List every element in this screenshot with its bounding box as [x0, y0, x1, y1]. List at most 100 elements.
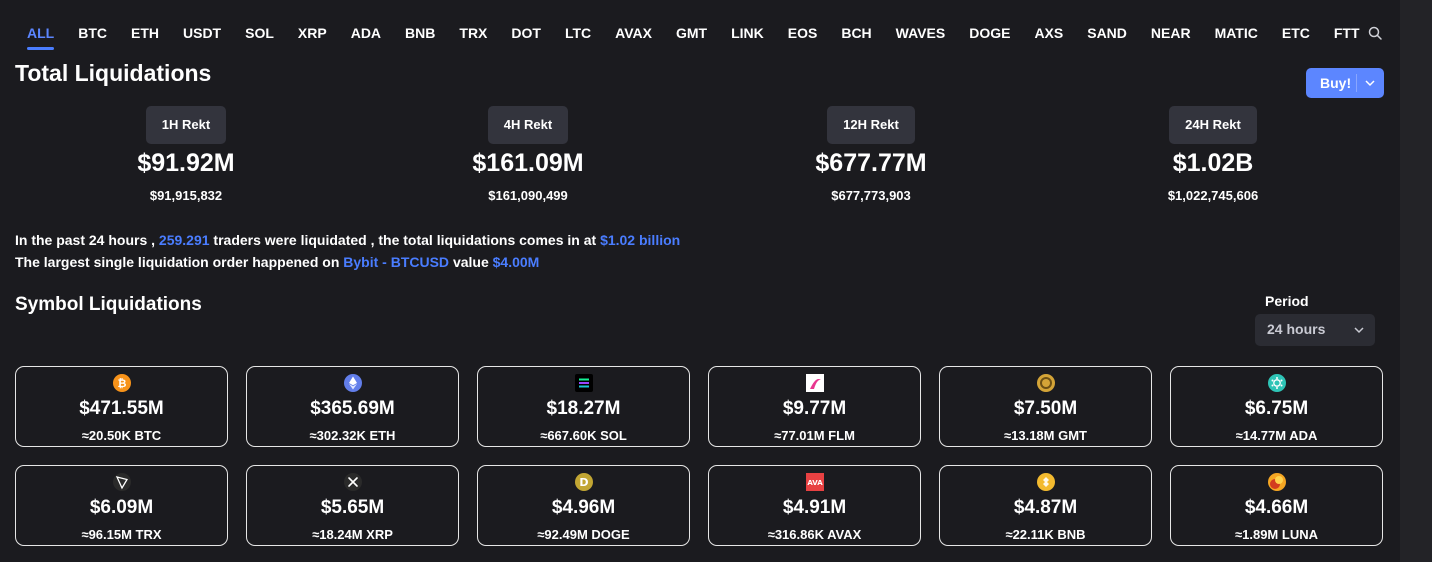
symbol-quantity: ≈22.11K BNB — [1005, 527, 1086, 542]
coin-tabs: ALL BTC ETH USDT SOL XRP ADA BNB TRX DOT LTC AVAX GM… — [15, 18, 1372, 50]
symbol-liquidations-title: Symbol Liquidations — [15, 294, 202, 315]
search-icon[interactable] — [1366, 24, 1386, 44]
symbol-amount: $6.75M — [1244, 398, 1309, 419]
traders-count[interactable]: 259.291 — [158, 232, 210, 248]
symbol-card-xrp[interactable]: $5.65M ≈18.24M XRP — [246, 465, 459, 546]
tab-usdt[interactable]: USDT — [183, 25, 222, 41]
symbol-card-bnb[interactable]: $4.87M ≈22.11K BNB — [939, 465, 1152, 546]
svg-text:₿: ₿ — [118, 377, 127, 390]
tab-matic[interactable]: MATIC — [1214, 25, 1258, 41]
tab-eos[interactable]: EOS — [787, 25, 818, 41]
symbol-card-sol[interactable]: $18.27M ≈667.60K SOL — [477, 366, 690, 447]
largest-order-value[interactable]: $4.00M — [492, 254, 540, 270]
symbol-quantity: ≈96.15M TRX — [81, 527, 162, 542]
symbol-card-eth[interactable]: $365.69M ≈302.32K ETH — [246, 366, 459, 447]
tab-gmt[interactable]: GMT — [675, 25, 708, 41]
symbol-quantity: ≈13.18M GMT — [1004, 428, 1087, 443]
symbol-card-ada[interactable]: $6.75M ≈14.77M ADA — [1170, 366, 1383, 447]
period-label: Period — [1265, 293, 1309, 309]
tab-xrp[interactable]: XRP — [297, 25, 327, 41]
tab-bnb[interactable]: BNB — [405, 25, 436, 41]
doge-icon: D — [575, 473, 593, 491]
symbol-card-trx[interactable]: $6.09M ≈96.15M TRX — [15, 465, 228, 546]
symbol-amount: $4.66M — [1244, 497, 1309, 518]
tab-trx[interactable]: TRX — [459, 25, 488, 41]
symbol-quantity: ≈302.32K ETH — [309, 428, 396, 443]
symbol-amount: $6.09M — [89, 497, 154, 518]
symbol-quantity: ≈667.60K SOL — [540, 428, 627, 443]
total-liquidation-value[interactable]: $1.02 billion — [600, 232, 681, 248]
rekt-12h-exact: $677,773,903 — [831, 188, 911, 203]
trx-icon — [113, 473, 131, 491]
symbol-amount: $5.65M — [320, 497, 385, 518]
rekt-4h-amount: $161.09M — [472, 149, 584, 177]
symbol-card-doge[interactable]: D $4.96M ≈92.49M DOGE — [477, 465, 690, 546]
page-title: Total Liquidations — [15, 60, 212, 86]
symbol-card-gmt[interactable]: $7.50M ≈13.18M GMT — [939, 366, 1152, 447]
rekt-24h-amount: $1.02B — [1172, 149, 1254, 177]
svg-text:AVA: AVA — [807, 479, 823, 487]
symbol-card-luna[interactable]: $4.66M ≈1.89M LUNA — [1170, 465, 1383, 546]
tab-dot[interactable]: DOT — [511, 25, 541, 41]
symbol-quantity: ≈77.01M FLM — [774, 428, 855, 443]
symbol-quantity: ≈14.77M ADA — [1235, 428, 1318, 443]
symbol-amount: $4.87M — [1013, 497, 1078, 518]
tab-link[interactable]: LINK — [731, 25, 764, 41]
rekt-12h: 12H Rekt $677.77M $677,773,903 — [761, 106, 981, 203]
rekt-12h-label: 12H Rekt — [827, 106, 915, 144]
rekt-1h: 1H Rekt $91.92M $91,915,832 — [76, 106, 296, 203]
tab-doge[interactable]: DOGE — [969, 25, 1011, 41]
liquidation-summary: In the past 24 hours , 259.291 traders w… — [15, 229, 680, 273]
tab-near[interactable]: NEAR — [1150, 25, 1191, 41]
period-select[interactable]: 24 hours — [1255, 314, 1375, 346]
symbol-amount: $7.50M — [1013, 398, 1078, 419]
symbol-quantity: ≈92.49M DOGE — [537, 527, 630, 542]
tab-ltc[interactable]: LTC — [564, 25, 592, 41]
eth-icon — [344, 374, 362, 392]
tab-all[interactable]: ALL — [15, 18, 66, 50]
symbol-amount: $471.55M — [79, 398, 164, 419]
tab-axs[interactable]: AXS — [1034, 25, 1064, 41]
symbol-quantity: ≈1.89M LUNA — [1235, 527, 1318, 542]
rekt-4h-exact: $161,090,499 — [488, 188, 568, 203]
tab-sol[interactable]: SOL — [245, 25, 274, 41]
symbol-card-btc[interactable]: ₿ $471.55M ≈20.50K BTC — [15, 366, 228, 447]
flm-icon — [806, 374, 824, 392]
largest-order-pair[interactable]: Bybit - BTCUSD — [343, 254, 450, 270]
symbol-amount: $18.27M — [546, 398, 621, 419]
symbol-amount: $9.77M — [782, 398, 847, 419]
symbol-card-flm[interactable]: $9.77M ≈77.01M FLM — [708, 366, 921, 447]
rekt-1h-label: 1H Rekt — [145, 106, 227, 144]
rekt-24h-label: 24H Rekt — [1169, 106, 1257, 144]
scrollbar-track[interactable] — [1400, 0, 1432, 562]
tab-ftt[interactable]: FTT — [1333, 25, 1360, 41]
tab-waves[interactable]: WAVES — [895, 25, 946, 41]
main-content: ALL BTC ETH USDT SOL XRP ADA BNB TRX DOT LTC AVAX GM… — [15, 18, 1386, 546]
rekt-24h-exact: $1,022,745,606 — [1167, 188, 1259, 203]
chevron-down-icon — [1365, 80, 1375, 87]
buy-button[interactable]: Buy! — [1306, 68, 1384, 98]
rekt-12h-amount: $677.77M — [815, 149, 927, 177]
rekt-1h-amount: $91.92M — [137, 149, 235, 177]
rekt-24h: 24H Rekt $1.02B $1,022,745,606 — [1103, 106, 1323, 203]
bnb-icon — [1037, 473, 1055, 491]
tab-etc[interactable]: ETC — [1281, 25, 1310, 41]
gmt-icon — [1037, 374, 1055, 392]
rekt-4h-label: 4H Rekt — [487, 106, 569, 144]
tab-ada[interactable]: ADA — [350, 25, 382, 41]
tab-sand[interactable]: SAND — [1087, 25, 1127, 41]
btc-icon: ₿ — [113, 374, 131, 392]
xrp-icon — [344, 473, 362, 491]
tab-eth[interactable]: ETH — [131, 25, 159, 41]
avax-icon: AVA — [806, 473, 824, 491]
tab-btc[interactable]: BTC — [78, 25, 107, 41]
tab-bch[interactable]: BCH — [841, 25, 872, 41]
symbol-amount: $4.96M — [551, 497, 616, 518]
ada-icon — [1268, 374, 1286, 392]
symbol-amount: $365.69M — [310, 398, 395, 419]
tab-avax[interactable]: AVAX — [615, 25, 652, 41]
symbol-card-avax[interactable]: AVA $4.91M ≈316.86K AVAX — [708, 465, 921, 546]
summary-line-2: The largest single liquidation order hap… — [15, 254, 540, 270]
buy-label: Buy! — [1320, 75, 1352, 91]
svg-text:D: D — [579, 476, 588, 489]
